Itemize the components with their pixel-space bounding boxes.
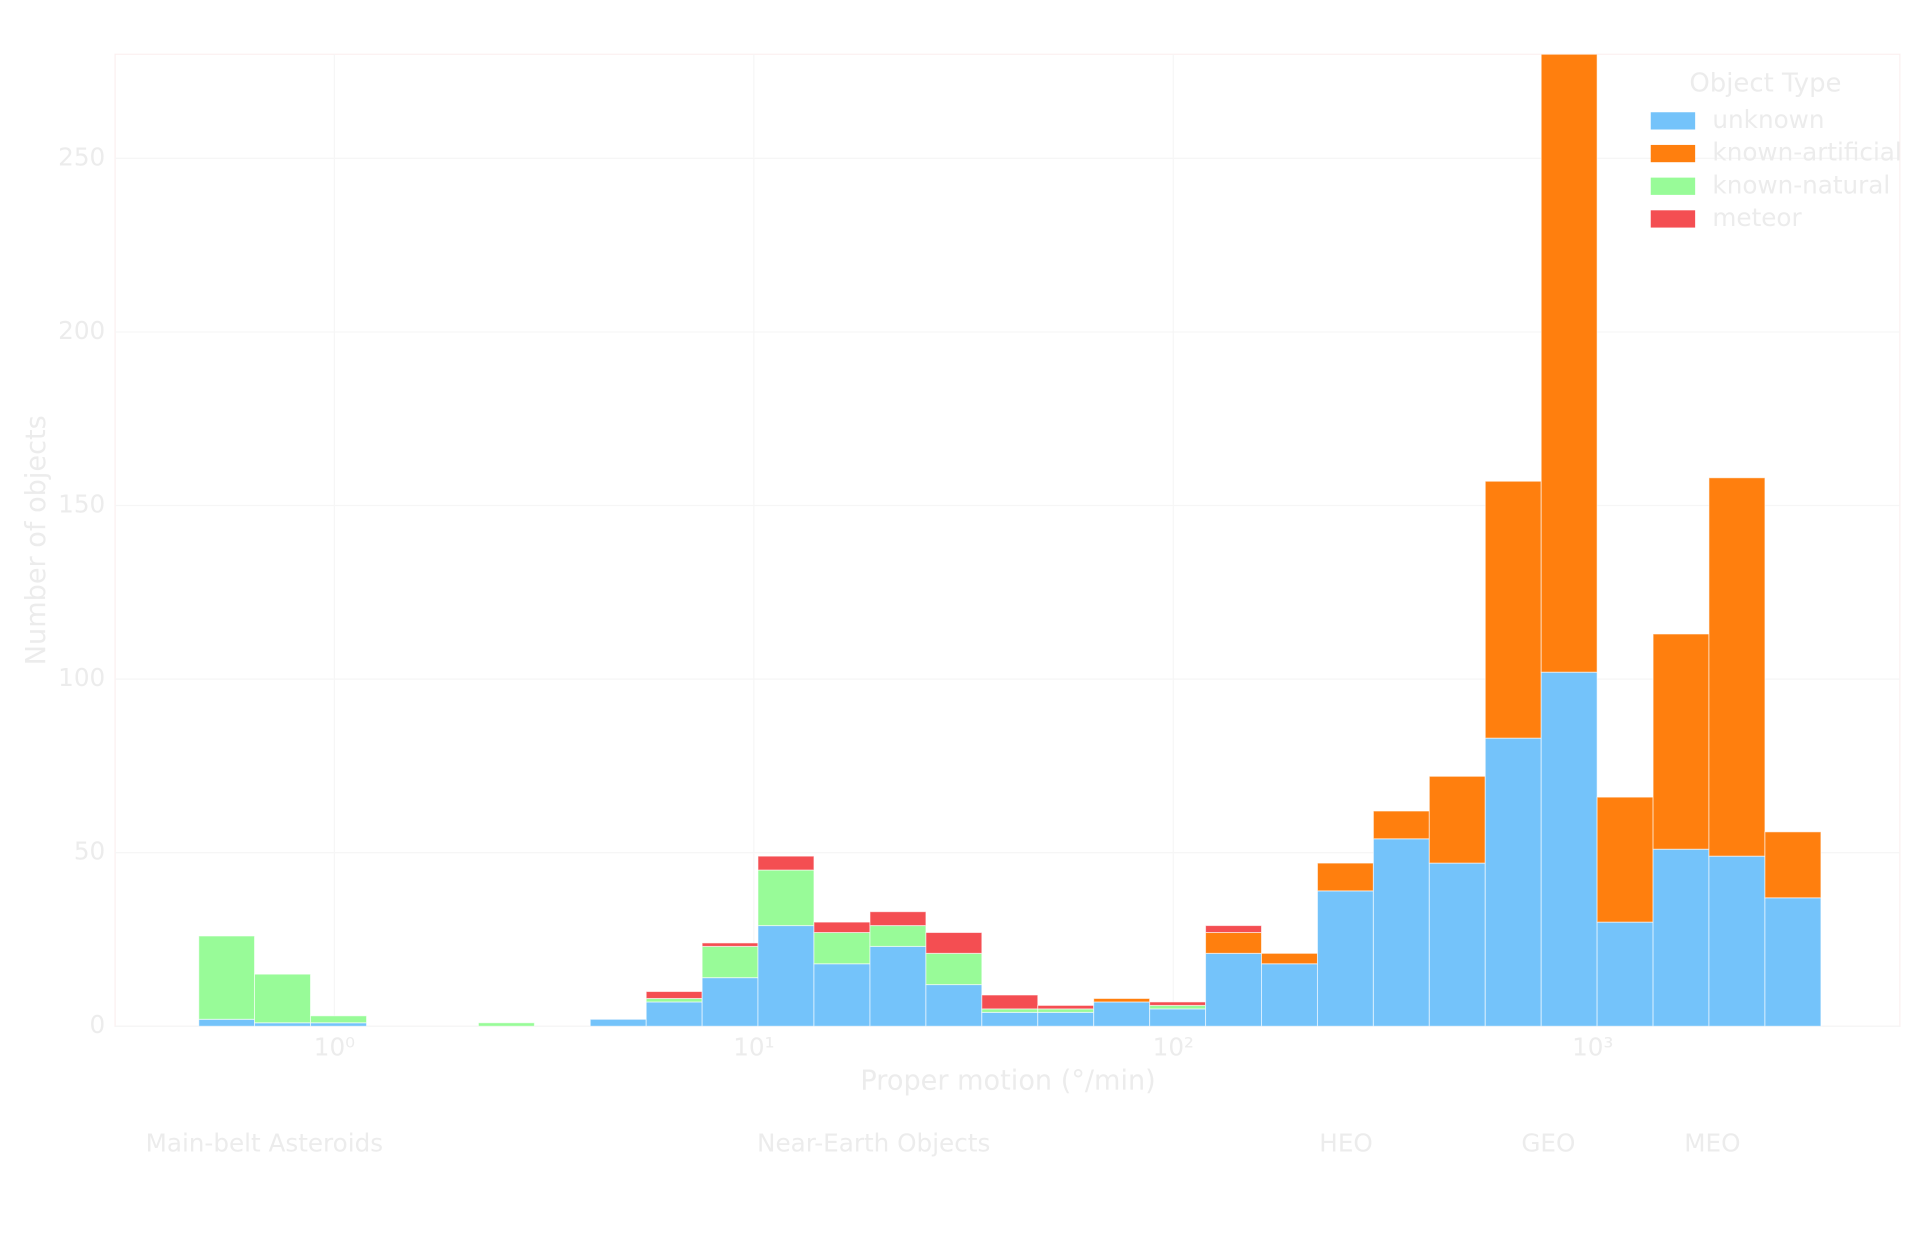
y-tick-label: 100 — [58, 663, 105, 692]
bar-segment — [869, 925, 927, 947]
legend-label: known-artificial — [1712, 138, 1901, 167]
bar-segment — [1708, 477, 1766, 857]
bar-segment — [1372, 810, 1430, 840]
bar-segment — [757, 855, 815, 871]
bar-segment — [869, 911, 927, 927]
bar-segment — [1205, 925, 1262, 934]
bar-segment — [254, 973, 311, 1024]
bar-segment — [1652, 633, 1710, 850]
region-annotation: Near-Earth Objects — [757, 1129, 990, 1158]
legend-label: meteor — [1712, 203, 1802, 232]
bar-segment — [757, 869, 815, 927]
bar-segment — [1428, 862, 1486, 1027]
bar-segment — [1260, 963, 1318, 1027]
legend-swatch — [1650, 177, 1696, 195]
bar-segment — [1316, 862, 1374, 892]
bar-segment — [645, 991, 703, 999]
legend-swatch — [1650, 210, 1696, 228]
y-tick-label: 0 — [90, 1010, 106, 1039]
bar-segment — [1652, 848, 1710, 1027]
y-axis-label: Number of objects — [21, 415, 52, 665]
bar-segment — [589, 1018, 647, 1027]
bar-segment — [1596, 921, 1654, 1027]
bar-segment — [757, 925, 815, 1027]
bar-segment — [981, 1011, 1039, 1027]
bar-segment — [309, 1015, 368, 1024]
bar-segment — [645, 997, 703, 1003]
bar-segment — [1260, 952, 1318, 965]
bar-segment — [254, 1022, 311, 1027]
bar-segment — [1764, 831, 1822, 899]
bar-segment — [198, 1018, 256, 1027]
bar-segment — [1149, 1008, 1207, 1027]
legend-title: Object Type — [1689, 68, 1841, 98]
region-annotation: GEO — [1521, 1129, 1575, 1158]
legend-swatch — [1650, 112, 1696, 130]
bar-segment — [477, 1022, 535, 1027]
x-axis-label: Proper motion (°/min) — [860, 1065, 1155, 1096]
bar-segment — [1037, 1011, 1095, 1027]
y-tick-label: 150 — [58, 490, 105, 519]
bar-segment — [925, 952, 983, 986]
legend-label: known-natural — [1712, 170, 1890, 199]
x-tick-label: 10² — [1153, 1032, 1194, 1061]
bar-segment — [1484, 737, 1542, 1027]
bar-segment — [1093, 1001, 1151, 1027]
bar-segment — [981, 1008, 1039, 1013]
bar-segment — [1708, 855, 1766, 1027]
bar-segment — [1372, 838, 1430, 1027]
y-tick-label: 250 — [58, 142, 105, 171]
y-tick-label: 200 — [58, 316, 105, 345]
bar-segment — [1596, 796, 1654, 923]
bar-segment — [1149, 1001, 1207, 1006]
region-annotation: MEO — [1684, 1129, 1740, 1158]
bar-segment — [701, 977, 759, 1027]
region-annotation: HEO — [1319, 1129, 1373, 1158]
x-tick-label: 10¹ — [733, 1032, 774, 1061]
bar-segment — [1037, 1008, 1095, 1013]
x-tick-label: 10³ — [1572, 1032, 1613, 1061]
bar-segment — [1540, 53, 1598, 673]
bar-segment — [981, 994, 1039, 1010]
bar-segment — [1764, 897, 1822, 1027]
legend-label: unknown — [1712, 105, 1824, 134]
region-annotation: Main-belt Asteroids — [146, 1129, 384, 1158]
bar-segment — [1205, 932, 1262, 954]
bar-segment — [309, 1022, 368, 1027]
bar-segment — [1093, 997, 1151, 1003]
bar-segment — [925, 984, 983, 1027]
bar-segment — [925, 932, 983, 954]
legend-swatch — [1650, 144, 1696, 163]
bar-segment — [813, 963, 871, 1027]
y-tick-label: 50 — [74, 837, 105, 866]
bar-segment — [701, 942, 759, 947]
bar-segment — [1205, 952, 1262, 1027]
bar-segment — [813, 921, 871, 934]
x-tick-label: 10⁰ — [314, 1032, 355, 1061]
bar-segment — [1037, 1004, 1095, 1010]
bar-segment — [1484, 480, 1542, 739]
bar-segment — [1540, 671, 1598, 1027]
bar-segment — [1316, 890, 1374, 1027]
bar-segment — [869, 945, 927, 1027]
bar-segment — [813, 932, 871, 965]
bar-segment — [701, 945, 759, 979]
bar-segment — [1149, 1004, 1207, 1010]
bar-segment — [1428, 775, 1486, 864]
bar-segment — [198, 935, 256, 1020]
bar-segment — [645, 1001, 703, 1027]
